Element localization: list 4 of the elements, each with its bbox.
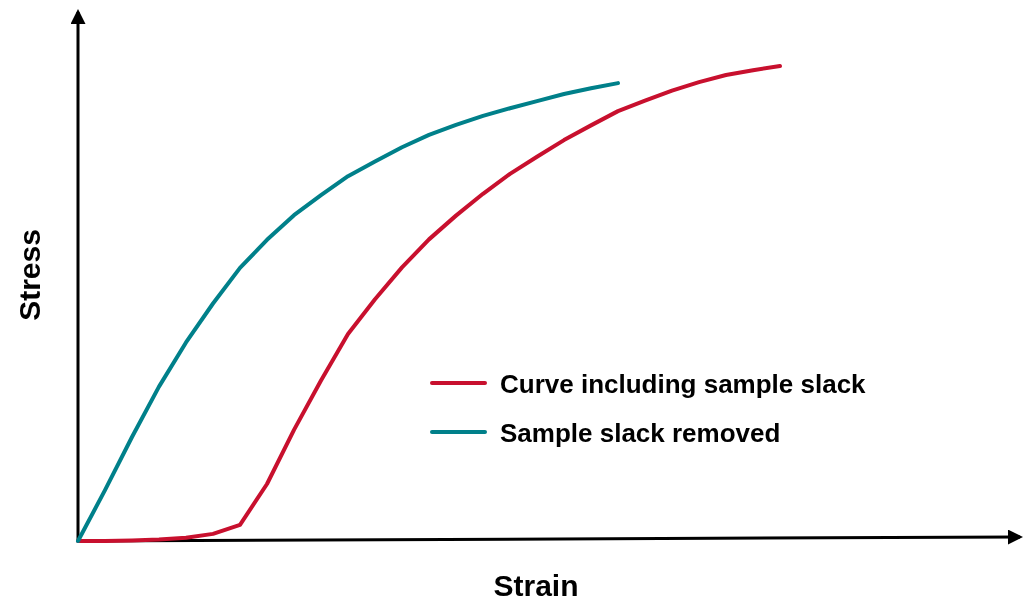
- legend-label: Curve including sample slack: [500, 369, 867, 399]
- y-axis-title: Stress: [13, 229, 46, 321]
- x-axis-title: Strain: [493, 569, 579, 602]
- legend-label: Sample slack removed: [500, 418, 781, 448]
